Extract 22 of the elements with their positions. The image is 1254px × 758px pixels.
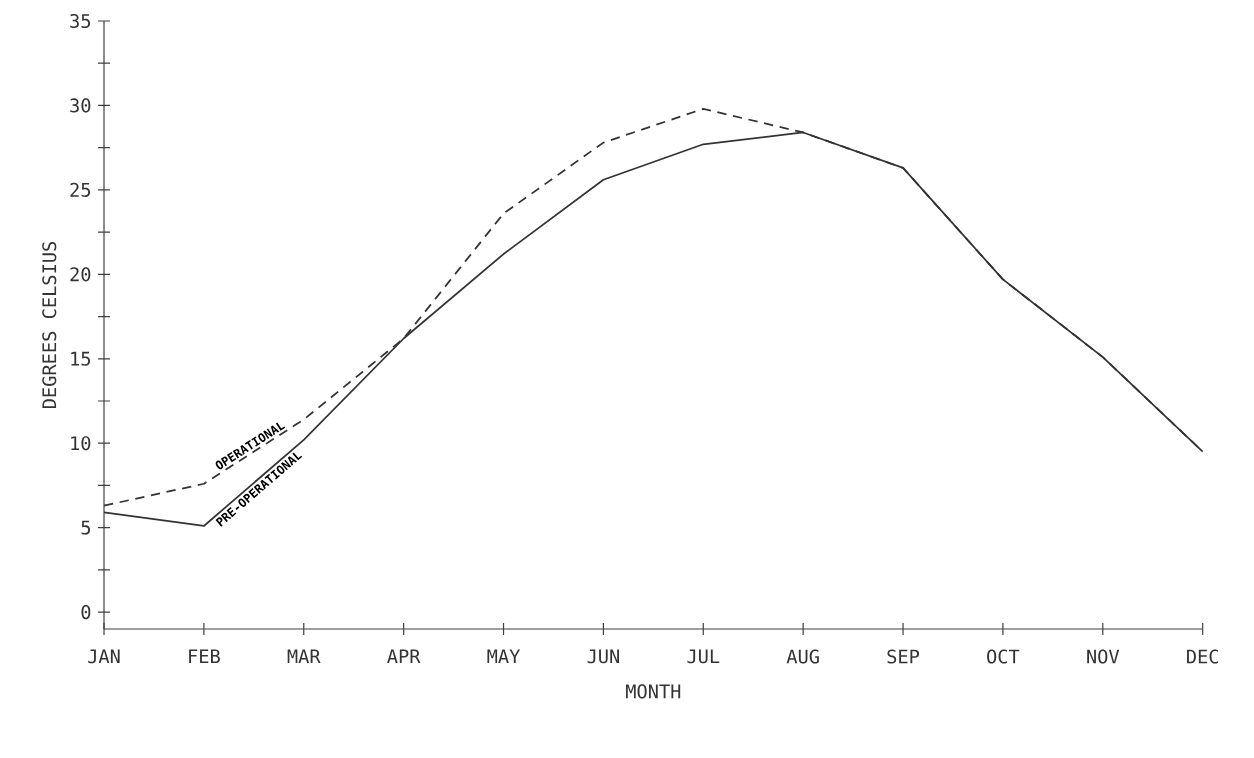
y-tick-label: 0 [81,605,91,620]
y-tick-label: 5 [81,520,91,535]
y-tick-label: 15 [71,351,91,366]
x-tick-label: APR [387,649,421,664]
x-tick-label: JUL [687,649,720,664]
y-tick-label: 25 [70,182,91,197]
y-axis-title: DEGREES CELSIUS [42,241,57,409]
x-tick-label: JAN [88,649,120,664]
y-tick-label: 35 [70,13,91,29]
x-tick-label: OCT [987,649,1020,664]
y-tick-label: 20 [70,267,91,282]
x-axis-title: MONTH [626,684,681,699]
x-tick-label: MAR [287,649,321,664]
y-tick-label: 10 [71,436,91,451]
x-tick-label: FEB [189,649,220,664]
x-tick-label: JUN [587,649,619,664]
x-tick-label: SEP [887,649,920,664]
y-tick-label: 30 [70,98,91,113]
x-tick-label: MAY [487,649,521,664]
x-tick-label: NOV [1087,649,1120,664]
x-tick-label: DEC [1187,649,1219,664]
x-tick-label: AUG [786,649,819,664]
